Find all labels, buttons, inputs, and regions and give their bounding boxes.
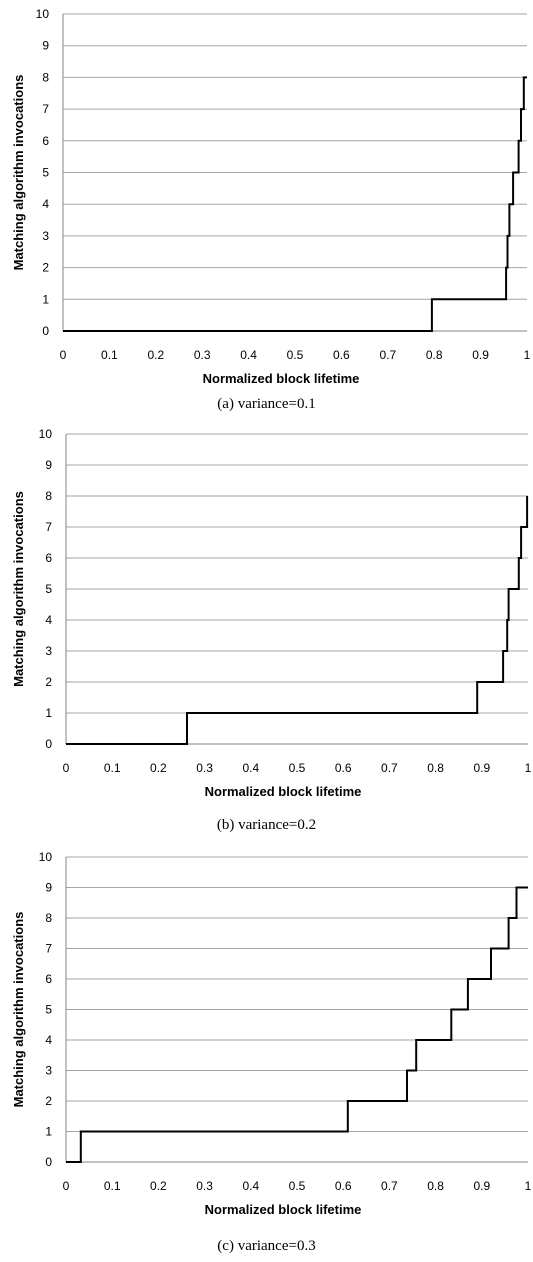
y-tick-label-a-1: 1 [42, 292, 49, 306]
y-tick-label-a-0: 0 [42, 324, 49, 338]
x-tick-label-c-0.4: 0.4 [242, 1179, 259, 1193]
x-tick-label-a-0.2: 0.2 [147, 348, 164, 362]
chart-a: 0 1 2 3 4 5 6 7 8 9 10 0 0.1 0.2 0.3 0.4 0.5 0.6 0.7 0.8 0.9… [0, 0, 533, 420]
x-tick-label-a-0.9: 0.9 [472, 348, 489, 362]
y-tick-label-c-7: 7 [45, 942, 52, 956]
y-tick-label-c-6: 6 [45, 972, 52, 986]
y-tick-label-c-3: 3 [45, 1064, 52, 1078]
chart-b: 0 1 2 3 4 5 6 7 8 9 10 0 0.1 0.2 0.3 0.4 0.5 0.6 0.7 0.8 0.9… [0, 420, 533, 840]
x-tick-label-a-0.5: 0.5 [287, 348, 304, 362]
y-tick-label-a-8: 8 [42, 70, 49, 84]
x-tick-label-b-0.3: 0.3 [196, 761, 213, 775]
x-tick-label-c-0.7: 0.7 [381, 1179, 398, 1193]
chart-c-svg: 0 1 2 3 4 5 6 7 8 9 10 0 0.1 0.2 0.3 0.4 0.5 0.6 0.7 0.8 0.9… [11, 850, 532, 1217]
x-tick-label-c-0.8: 0.8 [427, 1179, 444, 1193]
y-tick-label-b-10: 10 [39, 427, 53, 441]
x-tick-label-c-0.6: 0.6 [335, 1179, 352, 1193]
y-tick-label-b-8: 8 [45, 489, 52, 503]
y-axis-title-c: Matching algorithm invocations [11, 912, 26, 1108]
chart-b-svg: 0 1 2 3 4 5 6 7 8 9 10 0 0.1 0.2 0.3 0.4 0.5 0.6 0.7 0.8 0.9… [11, 427, 532, 799]
x-tick-label-a-0.3: 0.3 [194, 348, 211, 362]
series-line-c-0 [66, 886, 528, 1163]
x-tick-label-c-0.3: 0.3 [196, 1179, 213, 1193]
caption-a: (a) variance=0.1 [217, 396, 316, 412]
y-tick-label-a-6: 6 [42, 134, 49, 148]
x-tick-label-b-0.5: 0.5 [289, 761, 306, 775]
x-tick-label-a-0.7: 0.7 [379, 348, 396, 362]
x-tick-label-b-0.4: 0.4 [242, 761, 259, 775]
x-tick-label-b-0.7: 0.7 [381, 761, 398, 775]
x-tick-label-b-0: 0 [63, 761, 70, 775]
y-tick-label-c-0: 0 [45, 1155, 52, 1169]
series-line-a-0 [63, 76, 527, 332]
y-tick-label-c-9: 9 [45, 881, 52, 895]
y-tick-label-b-4: 4 [45, 613, 52, 627]
y-tick-label-a-2: 2 [42, 261, 49, 275]
y-tick-label-a-10: 10 [36, 7, 50, 21]
y-tick-label-c-10: 10 [39, 850, 53, 864]
x-tick-label-c-1: 1 [525, 1179, 532, 1193]
y-tick-label-b-9: 9 [45, 458, 52, 472]
x-tick-label-a-0.8: 0.8 [426, 348, 443, 362]
y-tick-label-c-4: 4 [45, 1033, 52, 1047]
x-tick-label-b-0.9: 0.9 [473, 761, 490, 775]
x-tick-label-b-0.6: 0.6 [335, 761, 352, 775]
x-tick-label-c-0.5: 0.5 [289, 1179, 306, 1193]
y-tick-label-a-9: 9 [42, 39, 49, 53]
caption-c: (c) variance=0.3 [217, 1238, 316, 1254]
x-axis-title-a: Normalized block lifetime [203, 371, 360, 386]
chart-a-svg: 0 1 2 3 4 5 6 7 8 9 10 0 0.1 0.2 0.3 0.4 0.5 0.6 0.7 0.8 0.9… [11, 7, 531, 386]
y-tick-label-c-8: 8 [45, 911, 52, 925]
chart-c: 0 1 2 3 4 5 6 7 8 9 10 0 0.1 0.2 0.3 0.4 0.5 0.6 0.7 0.8 0.9… [0, 840, 533, 1260]
y-tick-label-b-7: 7 [45, 520, 52, 534]
x-tick-label-a-1: 1 [524, 348, 531, 362]
x-tick-label-c-0: 0 [63, 1179, 70, 1193]
series-line-b-0 [66, 496, 529, 745]
x-tick-label-a-0.1: 0.1 [101, 348, 118, 362]
y-tick-label-b-5: 5 [45, 582, 52, 596]
x-tick-label-c-0.1: 0.1 [104, 1179, 121, 1193]
y-axis-title-a: Matching algorithm invocations [11, 75, 26, 271]
x-tick-label-b-0.2: 0.2 [150, 761, 167, 775]
caption-b: (b) variance=0.2 [216, 817, 317, 833]
y-tick-label-b-0: 0 [45, 737, 52, 751]
y-tick-label-b-1: 1 [45, 706, 52, 720]
y-tick-label-a-7: 7 [42, 102, 49, 116]
x-tick-label-a-0.4: 0.4 [240, 348, 257, 362]
x-tick-label-a-0: 0 [60, 348, 67, 362]
y-tick-label-b-6: 6 [45, 551, 52, 565]
x-tick-label-b-0.8: 0.8 [427, 761, 444, 775]
y-tick-label-c-2: 2 [45, 1094, 52, 1108]
y-tick-label-a-5: 5 [42, 166, 49, 180]
x-tick-label-c-0.2: 0.2 [150, 1179, 167, 1193]
x-tick-label-b-0.1: 0.1 [104, 761, 121, 775]
x-axis-title-b: Normalized block lifetime [205, 784, 362, 799]
y-tick-label-b-2: 2 [45, 675, 52, 689]
y-tick-label-c-1: 1 [45, 1125, 52, 1139]
y-tick-label-a-3: 3 [42, 229, 49, 243]
y-tick-label-b-3: 3 [45, 644, 52, 658]
y-axis-title-b: Matching algorithm invocations [11, 491, 26, 687]
x-tick-label-b-1: 1 [525, 761, 532, 775]
y-tick-label-c-5: 5 [45, 1003, 52, 1017]
x-tick-label-c-0.9: 0.9 [473, 1179, 490, 1193]
y-tick-label-a-4: 4 [42, 197, 49, 211]
x-tick-label-a-0.6: 0.6 [333, 348, 350, 362]
x-axis-title-c: Normalized block lifetime [205, 1202, 362, 1217]
